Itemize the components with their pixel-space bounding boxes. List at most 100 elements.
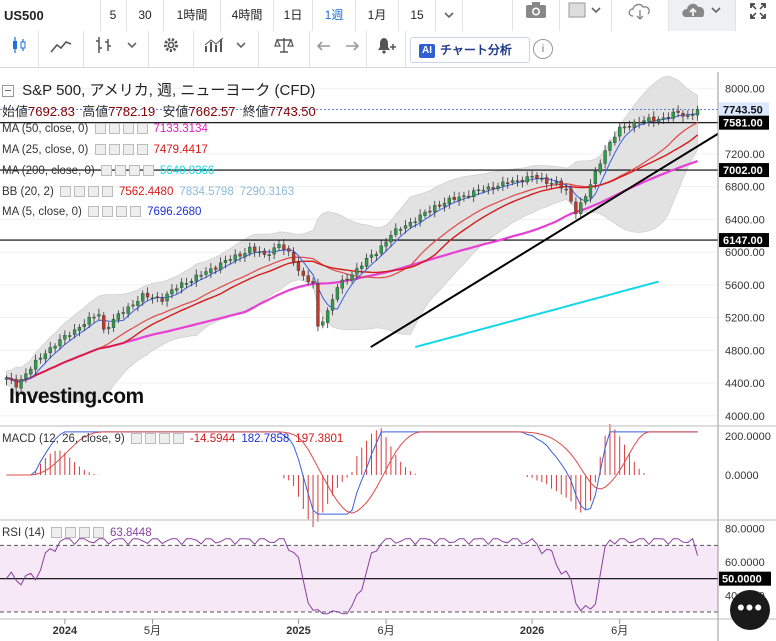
open-label: 始値 [2, 104, 29, 119]
legend-bb-lower: 7290.3163 [239, 186, 295, 198]
bar-type-button[interactable] [84, 31, 149, 67]
legend-ma200[interactable]: MA (200, close, 0) 5640.8366 [2, 165, 214, 177]
candle-body [316, 283, 320, 327]
symbol-label[interactable]: US500 [0, 0, 101, 31]
legend-bb[interactable]: BB (20, 2) 7562.4480 7834.5798 7290.3163 [2, 186, 294, 198]
candle-body [106, 327, 111, 329]
candle-body [326, 310, 330, 323]
candle-body [535, 175, 539, 179]
price-tag-label: 7743.50 [723, 104, 763, 116]
candle-body [116, 313, 121, 320]
candle-body [481, 189, 486, 192]
candle-body [355, 268, 359, 275]
candle-body [691, 114, 695, 116]
interval-1mo[interactable]: 1月 [356, 0, 399, 31]
interval-1w[interactable]: 1週 [313, 0, 356, 31]
open-value: 7692.83 [28, 104, 76, 119]
legend-ma50-value: 7133.3134 [153, 123, 208, 135]
price-tag-label: 6147.00 [723, 235, 763, 247]
candle-body [189, 280, 194, 283]
investing-logo: Investing.com [9, 385, 144, 408]
candle-body [384, 241, 388, 247]
candle-body [77, 327, 82, 331]
y-tick-label: 6400.00 [725, 214, 765, 226]
legend-macd-signal: 197.3801 [295, 433, 344, 445]
rsi-y-tick: 80.0000 [725, 524, 765, 536]
y-tick-label: 4800.00 [725, 345, 765, 357]
candle-body [340, 279, 344, 289]
legend-macd[interactable]: MACD (12, 26, close, 9) -14.5944 182.7858… [2, 433, 343, 445]
y-tick-label: 5600.00 [725, 280, 765, 292]
cloud-download-icon [628, 3, 650, 20]
compare-button[interactable] [259, 31, 310, 67]
candle-body [428, 210, 432, 213]
legend-ma50-name: MA (50, close, 0) [2, 123, 89, 135]
legend-macd-name: MACD (12, 26, close, 9) [2, 433, 125, 445]
candle-body [92, 316, 96, 319]
candle-body [33, 359, 38, 370]
candle-body [666, 117, 671, 119]
x-tick-label: 6月 [611, 625, 628, 637]
candle-body [48, 347, 52, 353]
candle-body [476, 189, 481, 192]
ai-badge: AI [419, 43, 435, 58]
top-toolbar: US500 5 30 1時間 4時間 1日 1週 1月 15 [0, 0, 776, 32]
candle-body [14, 378, 18, 388]
candle-body [223, 259, 228, 263]
cloud-save-button[interactable] [669, 0, 736, 31]
info-icon[interactable]: i [533, 39, 553, 59]
candle-body [330, 299, 335, 311]
candle-body [598, 163, 602, 173]
ohlc-row: 始値7692.83 高値7782.19 安値7662.57 終値7743.50 [2, 101, 316, 120]
candle-body [510, 180, 515, 183]
candle-body [277, 244, 281, 249]
legend-ma25[interactable]: MA (25, close, 0) 7479.4417 [2, 144, 208, 156]
interval-5[interactable]: 5 [100, 0, 127, 31]
legend-rsi[interactable]: RSI (14) 63.8448 [2, 527, 152, 539]
candle-body [199, 275, 203, 277]
interval-1h[interactable]: 1時間 [164, 0, 221, 31]
macd-signal-line [6, 431, 698, 514]
screenshot-button[interactable] [512, 0, 560, 31]
interval-4h[interactable]: 4時間 [221, 0, 274, 31]
chart-analysis-button[interactable]: AI チャート分析 [410, 37, 530, 63]
chart-style-button[interactable] [559, 0, 612, 31]
more-options-button[interactable]: ••• [730, 590, 770, 630]
low-value: 7662.57 [188, 104, 236, 119]
line-chart-button[interactable] [39, 31, 84, 67]
candle-body [68, 335, 72, 337]
candle-body [19, 379, 23, 389]
alert-button[interactable] [367, 31, 406, 67]
interval-30[interactable]: 30 [127, 0, 164, 31]
interval-15[interactable]: 15 [399, 0, 436, 31]
macd-y-tick: 200.0000 [725, 431, 771, 443]
candle-body [160, 298, 164, 302]
candle-body [165, 293, 169, 302]
settings-button[interactable] [149, 31, 194, 67]
legend-ma5[interactable]: MA (5, close, 0) 7696.2680 [2, 206, 201, 218]
y-tick-label: 7200.00 [725, 149, 765, 161]
redo-button[interactable] [338, 31, 367, 67]
undo-button[interactable] [310, 31, 338, 67]
drawing-toolbar: AI チャート分析 [0, 31, 776, 68]
candle-body [564, 188, 568, 191]
undo-icon [316, 41, 330, 51]
indicators-button[interactable] [194, 31, 259, 67]
cloud-load-button[interactable] [612, 0, 669, 31]
candle-body [29, 368, 33, 375]
expand-icon [750, 3, 766, 19]
interval-1d[interactable]: 1日 [274, 0, 313, 31]
fullscreen-button[interactable] [740, 0, 776, 31]
candlestick-button[interactable] [0, 31, 39, 67]
x-tick-label: 2024 [53, 625, 78, 637]
candle-body [540, 178, 544, 180]
candle-body [652, 116, 656, 122]
collapse-icon[interactable] [2, 85, 14, 98]
y-tick-label: 6800.00 [725, 182, 765, 194]
interval-dropdown[interactable] [436, 0, 463, 31]
legend-ma50[interactable]: MA (50, close, 0) 7133.3134 [2, 123, 208, 135]
candle-body [399, 229, 403, 231]
legend-ma200-name: MA (200, close, 0) [2, 165, 95, 177]
candle-body [588, 184, 593, 198]
